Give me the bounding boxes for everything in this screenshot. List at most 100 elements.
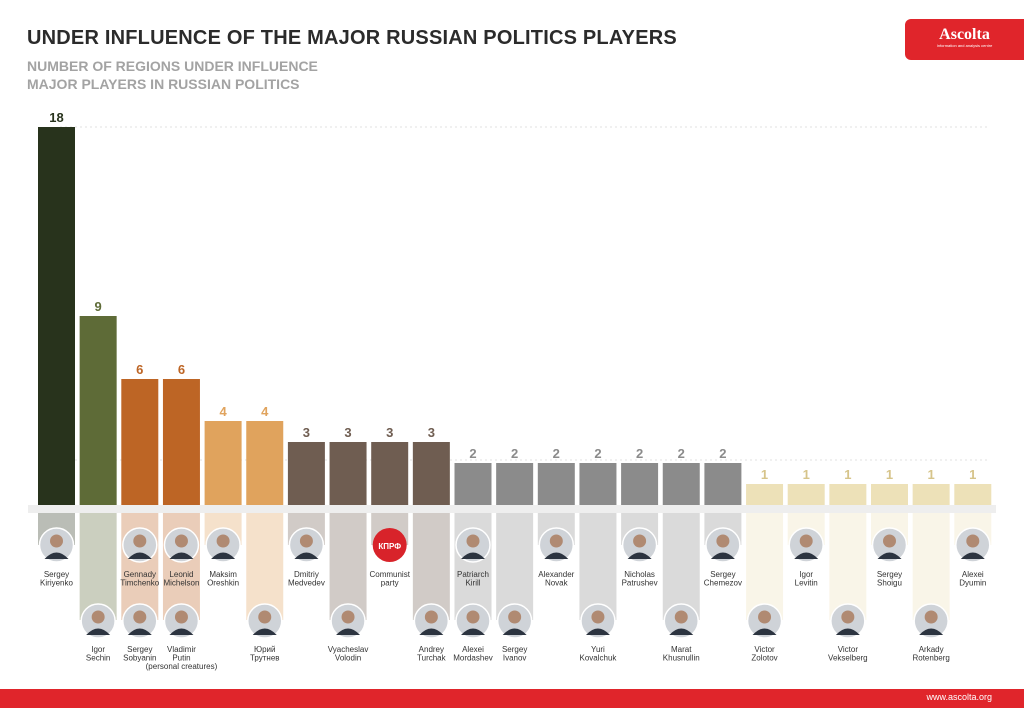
avatar-suit — [461, 552, 485, 559]
person-lower-name: Yuri — [591, 645, 605, 654]
party-logo-text: КПРФ — [378, 542, 401, 551]
bar-value-label: 1 — [844, 467, 851, 482]
footer-url[interactable]: www.ascolta.org — [926, 692, 992, 702]
avatar-suit — [502, 628, 527, 635]
person-lower-name: Arkady — [919, 645, 944, 654]
bar-value-label: 3 — [344, 425, 351, 440]
brand-logo[interactable]: Ascolta Information and analysis centre — [905, 19, 1024, 60]
avatar-face — [174, 610, 188, 624]
avatar-face — [674, 610, 688, 624]
person-upper-name: Medvedev — [288, 579, 325, 588]
person-lower-name: Ivanov — [503, 654, 527, 663]
avatar-face — [133, 534, 147, 548]
person-lower-name: Khusnullin — [663, 654, 700, 663]
avatar-face — [133, 610, 147, 624]
person-upper-name: Oreshkin — [207, 579, 239, 588]
connector-strip — [579, 505, 617, 620]
person-lower-name: Rotenberg — [912, 654, 949, 663]
avatar-face — [633, 534, 647, 548]
avatar-suit — [919, 628, 944, 635]
person-lower-name: Turchak — [417, 654, 447, 663]
person-upper-name: Patrushev — [622, 579, 658, 588]
connector-strip — [329, 505, 367, 620]
avatar-face — [716, 534, 730, 548]
bar-value-label: 6 — [178, 362, 185, 377]
bar — [912, 484, 950, 505]
avatar-face — [258, 610, 272, 624]
person-upper-name: Novak — [545, 579, 569, 588]
chart-subtitle: NUMBER OF REGIONS UNDER INFLUENCE — [27, 58, 318, 74]
avatar-face — [924, 610, 938, 624]
avatar-face — [466, 534, 480, 548]
avatar-suit — [211, 552, 236, 559]
bar — [871, 484, 908, 505]
avatar-suit — [669, 628, 694, 635]
connector-strip — [829, 505, 867, 620]
avatar-face — [549, 534, 563, 548]
connector-strip — [496, 505, 534, 620]
avatar-suit — [877, 552, 902, 559]
bar — [246, 421, 284, 505]
person-upper-name: Dyumin — [959, 579, 986, 588]
avatar-suit — [461, 628, 485, 635]
bar-value-label: 3 — [428, 425, 435, 440]
person-upper-name: Michelson — [163, 579, 199, 588]
bar-value-label: 4 — [261, 404, 269, 419]
bar-value-label: 1 — [886, 467, 893, 482]
person-upper-name: Alexander — [538, 570, 574, 579]
bar — [579, 463, 617, 505]
bar — [204, 421, 242, 505]
person-lower-name: Sergey — [502, 645, 527, 654]
person-upper-name: Kiriyenko — [40, 579, 73, 588]
person-upper-name: Kirill — [465, 579, 480, 588]
avatar-suit — [544, 552, 569, 559]
person-lower-name: Vladimir — [167, 645, 196, 654]
person-lower-name: Sechin — [86, 654, 110, 663]
avatar-face — [424, 610, 438, 624]
avatar-face — [91, 610, 105, 624]
person-lower-name: Igor — [91, 645, 105, 654]
avatar-face — [216, 534, 230, 548]
bar-value-label: 2 — [636, 446, 643, 461]
party-logo — [372, 528, 407, 562]
person-upper-name: Timchenko — [120, 579, 159, 588]
person-upper-name: Shoigu — [877, 579, 902, 588]
person-lower-name: Vekselberg — [828, 654, 868, 663]
bar-value-label: 2 — [511, 446, 518, 461]
avatar-face — [50, 534, 63, 548]
bar — [746, 484, 784, 505]
avatar-face — [883, 534, 896, 548]
bar — [287, 442, 325, 505]
avatar-face — [799, 534, 813, 548]
chart-subtitle-2: MAJOR PLAYERS IN RUSSIAN POLITICS — [27, 76, 300, 92]
baseline-band — [28, 505, 996, 513]
person-upper-name: Nicholas — [624, 570, 655, 579]
avatar-face — [591, 610, 605, 624]
bar-value-label: 1 — [803, 467, 810, 482]
avatar-suit — [294, 552, 319, 559]
avatar-suit — [585, 628, 610, 635]
connector-strip — [246, 505, 284, 620]
avatar-suit — [710, 552, 735, 559]
avatar-suit — [169, 552, 194, 559]
avatar-suit — [752, 628, 777, 635]
bar — [329, 442, 367, 505]
avatar-suit — [169, 628, 194, 635]
person-lower-name: Трутнев — [250, 654, 280, 663]
bar-value-label: 2 — [594, 446, 601, 461]
bar — [662, 463, 700, 505]
bar — [787, 484, 825, 505]
avatar-face — [508, 610, 522, 624]
avatar-face — [299, 534, 313, 548]
bar-value-label: 2 — [678, 446, 685, 461]
bar-value-label: 2 — [719, 446, 726, 461]
avatar-suit — [419, 628, 444, 635]
connector-strip — [79, 505, 117, 620]
person-lower-name: Volodin — [335, 654, 361, 663]
person-upper-name: party — [381, 579, 399, 588]
avatar-suit — [627, 552, 652, 559]
person-lower-name: Юрий — [254, 645, 275, 654]
person-lower-name: Zolotov — [751, 654, 777, 663]
avatar-face — [341, 610, 355, 624]
bar — [621, 463, 659, 505]
